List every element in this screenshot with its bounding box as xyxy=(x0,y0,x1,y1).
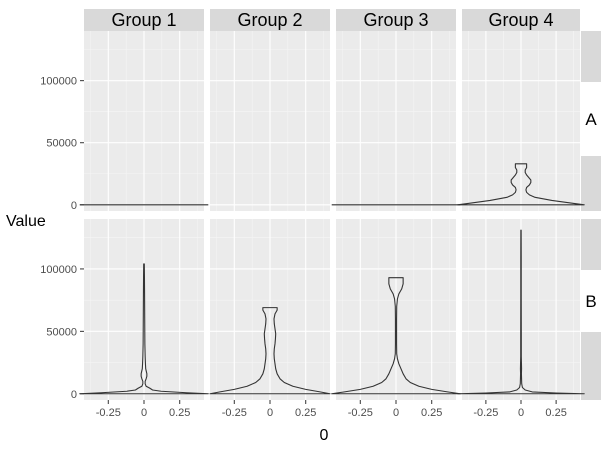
x-tick-label: 0 xyxy=(393,407,399,419)
y-tick-label: 100000 xyxy=(40,264,77,276)
column-strip-label: Group 4 xyxy=(488,10,553,30)
y-tick-label: 50000 xyxy=(46,326,77,338)
x-tick-label: 0 xyxy=(141,407,147,419)
x-tick-label: 0.25 xyxy=(545,407,566,419)
y-tick-label: 50000 xyxy=(46,138,77,150)
column-strip-bg xyxy=(336,9,456,31)
column-strip-label: Group 3 xyxy=(363,10,428,30)
x-tick-label: -0.25 xyxy=(348,407,373,419)
row-strip-label: B xyxy=(585,292,596,311)
column-strip-bg xyxy=(84,9,204,31)
y-axis-title: Value xyxy=(6,213,46,230)
row-strip-label-box xyxy=(581,270,601,332)
x-tick-label: 0.25 xyxy=(295,407,316,419)
violin-shape xyxy=(79,263,209,395)
column-strip-label: Group 1 xyxy=(111,10,176,30)
violin-shape xyxy=(331,277,461,395)
x-tick-label: 0.25 xyxy=(169,407,190,419)
violin-shape xyxy=(209,307,331,395)
row-strip-label-box xyxy=(581,82,601,156)
column-strip-bg xyxy=(210,9,330,31)
y-tick-label: 100000 xyxy=(40,76,77,88)
x-tick-label: 0.25 xyxy=(421,407,442,419)
violin-shape xyxy=(457,163,585,206)
column-strip-label: Group 2 xyxy=(237,10,302,30)
x-tick-label: -0.25 xyxy=(96,407,121,419)
x-tick-label: 0 xyxy=(518,407,524,419)
row-strip-label: A xyxy=(585,110,597,129)
column-strip-bg xyxy=(462,9,580,31)
x-tick-label: -0.25 xyxy=(473,407,498,419)
x-axis-title: 0 xyxy=(320,427,329,444)
violin-shape xyxy=(457,229,585,395)
y-tick-label: 0 xyxy=(71,389,77,401)
x-tick-label: -0.25 xyxy=(222,407,247,419)
x-tick-label: 0 xyxy=(267,407,273,419)
y-tick-label: 0 xyxy=(71,200,77,212)
